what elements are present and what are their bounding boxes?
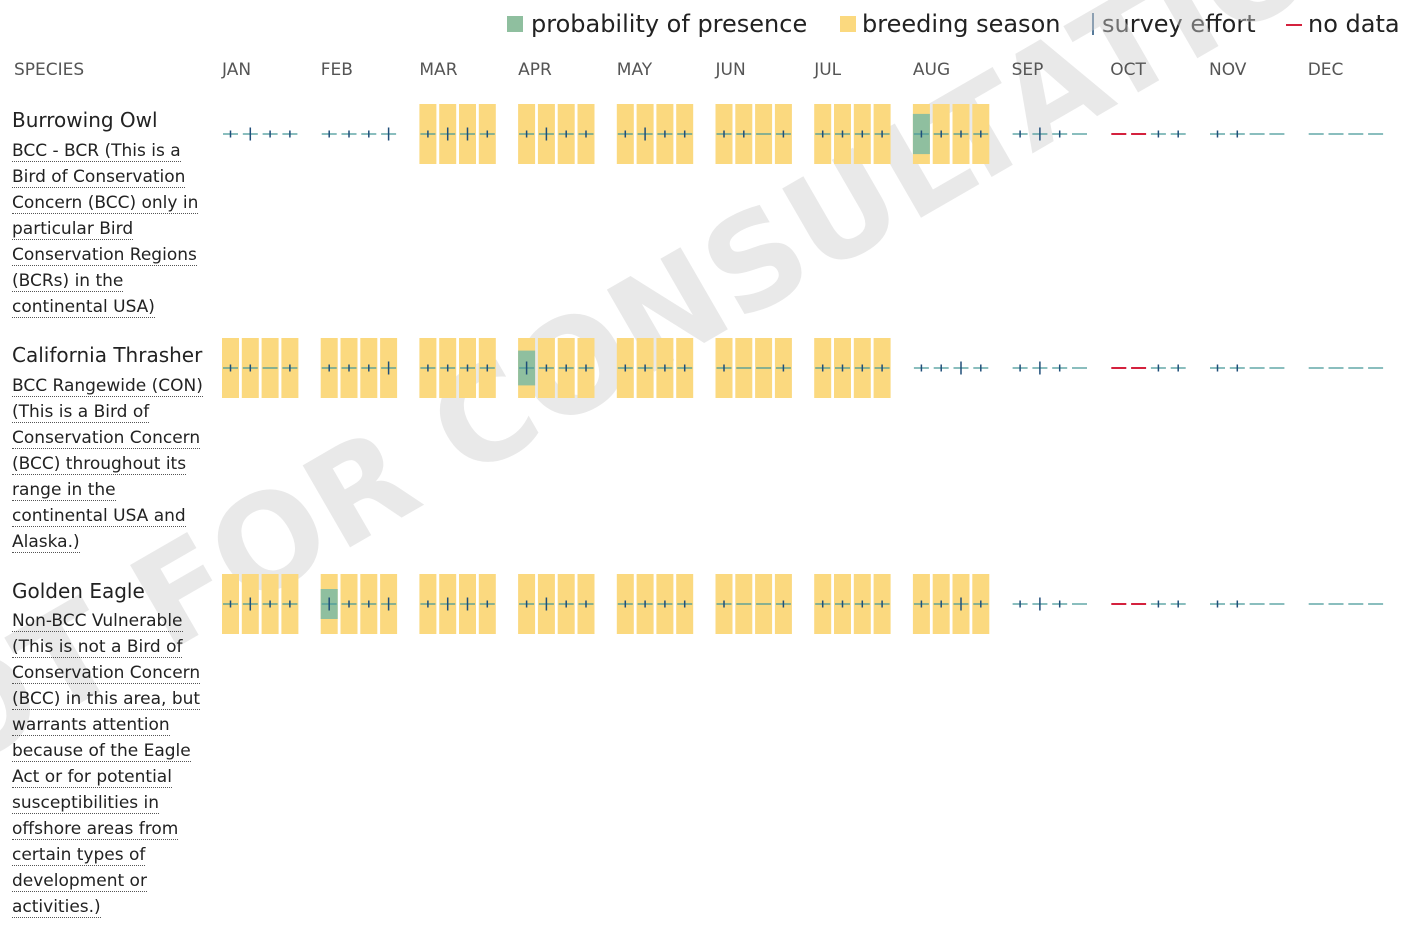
month-label: AUG [912, 60, 951, 80]
month-label: MAY [616, 60, 653, 80]
species-description: BCC Rangewide (CON) (This is a Bird of C… [12, 373, 212, 555]
species-description: Non-BCC Vulnerable (This is not a Bird o… [12, 608, 212, 920]
description-text[interactable]: BCC - BCR (This is a Bird of Conservatio… [12, 141, 199, 318]
legend-breeding: breeding season [862, 10, 1060, 38]
legend-breeding-swatch [840, 16, 856, 32]
month-label: MAR [419, 60, 458, 80]
legend-presence: probability of presence [531, 10, 807, 38]
month-label: APR [518, 60, 552, 80]
watermark: NOT FOR CONSULTATION [0, 0, 1416, 856]
month-label: JUN [715, 60, 746, 80]
legend-presence-swatch [507, 16, 523, 32]
description-text[interactable]: Non-BCC Vulnerable (This is not a Bird o… [12, 611, 201, 918]
species-name: California Thrasher [12, 343, 203, 367]
month-label: JUL [814, 60, 842, 80]
species-header: SPECIES [14, 60, 85, 80]
month-label: JAN [222, 60, 252, 80]
description-text[interactable]: BCC Rangewide (CON) (This is a Bird of C… [12, 376, 203, 553]
month-label: OCT [1110, 60, 1146, 80]
month-label: FEB [320, 60, 353, 80]
month-label: SEP [1011, 60, 1044, 80]
species-name: Golden Eagle [12, 579, 145, 603]
month-label: DEC [1307, 60, 1344, 80]
species-name: Burrowing Owl [12, 108, 158, 132]
legend-effort: survey effort [1102, 10, 1256, 38]
legend-no-data: no data [1308, 10, 1400, 38]
month-label: NOV [1209, 60, 1247, 80]
species-description: BCC - BCR (This is a Bird of Conservatio… [12, 138, 212, 320]
